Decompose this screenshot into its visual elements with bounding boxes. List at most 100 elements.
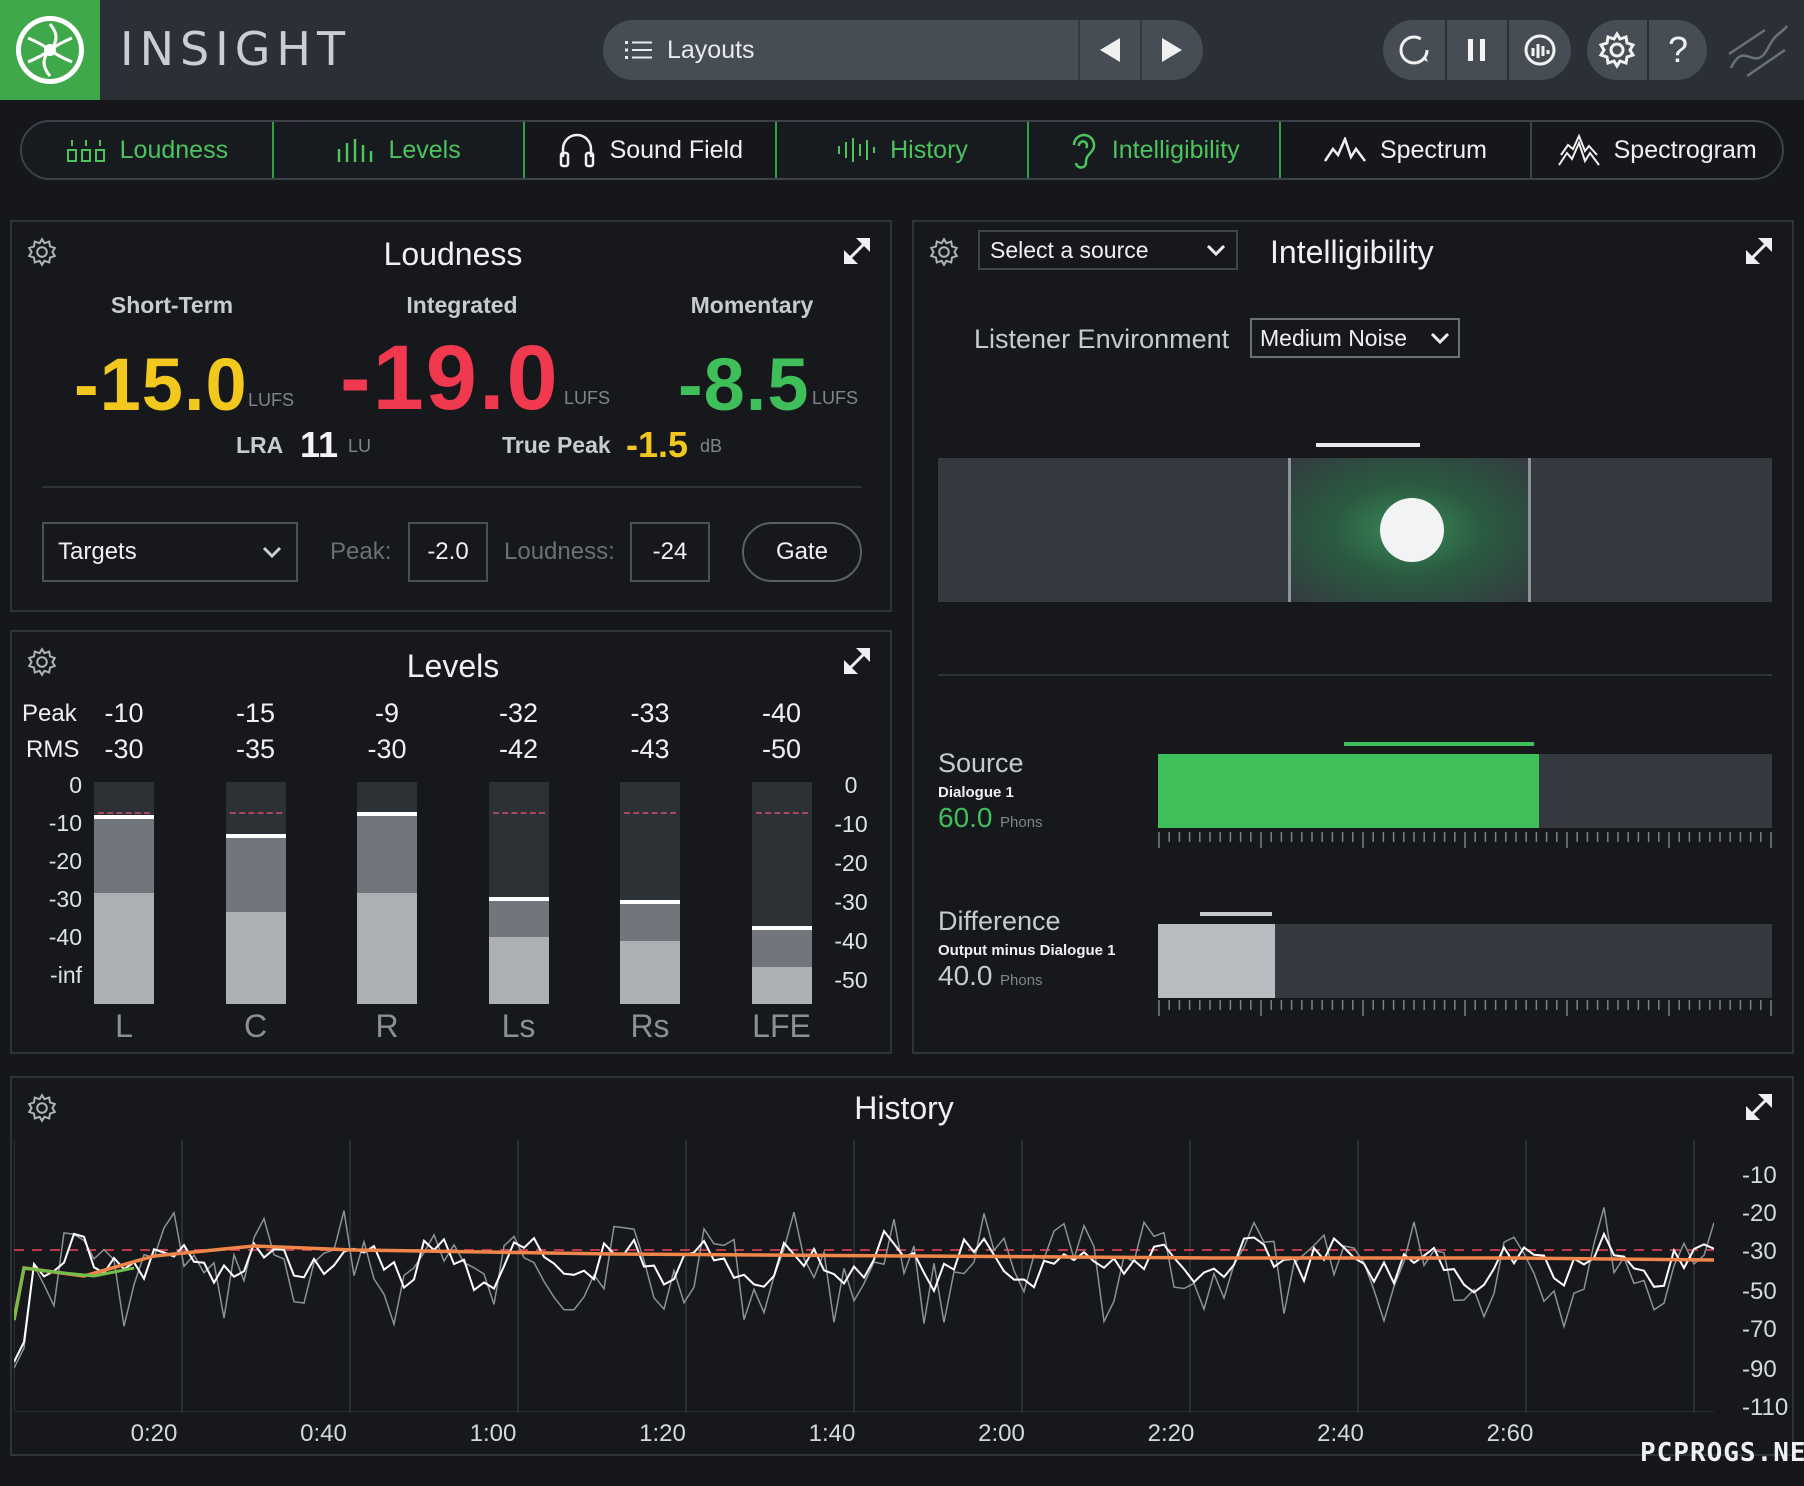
- list-icon: [625, 39, 653, 61]
- rms-level-fill: [752, 967, 812, 1004]
- panel-settings-icon[interactable]: [928, 236, 960, 268]
- expand-icon[interactable]: [842, 236, 872, 266]
- history-x-axis: 0:20 0:40 1:00 1:20 1:40 2:00 2:20 2:40 2:60: [14, 1420, 1714, 1450]
- scale-tick-label: -20: [32, 848, 82, 875]
- panel-title: History: [12, 1090, 1796, 1127]
- loudness-target-input[interactable]: [630, 522, 710, 582]
- peak-hold-marker: [357, 812, 417, 816]
- channel-peak-value: -10: [84, 698, 164, 729]
- y-tick-label: -90: [1742, 1356, 1777, 1384]
- gate-button[interactable]: Gate: [742, 522, 862, 582]
- levels-panel: Levels Peak RMS -10 -30 L -15 -35 C -9 -30 R -32-…: [10, 630, 892, 1054]
- listener-environment-label: Listener Environment: [974, 324, 1229, 355]
- intelligibility-meter: [938, 458, 1772, 602]
- peak-target-input[interactable]: [408, 522, 488, 582]
- tab-label: Spectrogram: [1614, 136, 1757, 165]
- loudness-panel: Loudness Short-Term Integrated Momentary…: [10, 220, 892, 612]
- integrated-unit: LUFS: [564, 388, 610, 409]
- app-logo: [0, 0, 100, 100]
- lra-value: 11: [300, 424, 338, 466]
- channel-rms-value: -50: [742, 734, 822, 765]
- short-term-value: -15.0: [74, 342, 248, 427]
- scale-tick-label: -10: [826, 811, 876, 838]
- target-line: [230, 812, 282, 814]
- spectrogram-icon: [1558, 133, 1600, 167]
- expand-icon[interactable]: [1744, 1092, 1774, 1122]
- target-line: [493, 812, 545, 814]
- x-tick-label: 2:40: [1311, 1420, 1371, 1448]
- tab-intelligibility[interactable]: Intelligibility: [1027, 120, 1281, 180]
- tab-sound-field[interactable]: Sound Field: [525, 122, 777, 178]
- zone-right-boundary: [1528, 458, 1531, 602]
- source-scale: [1158, 832, 1772, 850]
- layouts-bar: Layouts: [603, 20, 1203, 80]
- scale-tick-label: -40: [32, 924, 82, 951]
- history-icon: [836, 136, 876, 164]
- help-button[interactable]: ?: [1649, 20, 1707, 80]
- target-line: [624, 812, 676, 814]
- intelligibility-panel: Select a source Intelligibility Listener…: [912, 220, 1794, 1054]
- short-term-label: Short-Term: [72, 292, 272, 319]
- tab-history[interactable]: History: [775, 120, 1029, 180]
- lra-label: LRA: [236, 432, 283, 459]
- source-sublabel: Dialogue 1: [938, 784, 1014, 801]
- channel-name: R: [347, 1008, 427, 1045]
- source-dropdown[interactable]: Select a source: [978, 230, 1238, 270]
- scale-tick-label: -20: [826, 850, 876, 877]
- settings-button[interactable]: [1587, 20, 1647, 80]
- headphones-icon: [558, 131, 596, 169]
- targets-dropdown[interactable]: Targets: [42, 522, 298, 582]
- reset-button[interactable]: [1383, 20, 1445, 80]
- channel-name: Ls: [479, 1008, 559, 1045]
- difference-value: 40.0: [938, 960, 993, 992]
- listener-environment-value: Medium Noise: [1260, 325, 1407, 352]
- tab-spectrogram[interactable]: Spectrogram: [1532, 122, 1782, 178]
- expand-icon[interactable]: [1744, 236, 1774, 266]
- peak-hold-marker: [489, 897, 549, 901]
- previous-layout-button[interactable]: [1078, 20, 1140, 80]
- integrated-label: Integrated: [352, 292, 572, 319]
- tab-label: Sound Field: [610, 136, 743, 165]
- true-peak-label: True Peak: [502, 432, 611, 459]
- peak-hold-marker: [94, 815, 154, 819]
- source-value: 60.0: [938, 802, 993, 834]
- levels-icon: [336, 137, 374, 163]
- history-y-axis: -10 -20 -30 -50 -70 -90 -110: [1712, 1140, 1792, 1412]
- panel-title: Loudness: [12, 236, 894, 273]
- source-dropdown-value: Select a source: [990, 237, 1149, 264]
- source-bar-fill: [1158, 754, 1539, 828]
- difference-scale: [1158, 1000, 1772, 1018]
- source-unit: Phons: [1000, 814, 1043, 831]
- momentary-value: -8.5: [678, 342, 810, 427]
- channel-name: LFE: [742, 1008, 822, 1045]
- peak-hold-marker: [620, 900, 680, 904]
- source-label: Source: [938, 748, 1024, 779]
- channel-meter: [226, 782, 286, 1004]
- scale-tick-label: -10: [32, 810, 82, 837]
- listener-environment-dropdown[interactable]: Medium Noise: [1250, 318, 1460, 358]
- true-peak-value: -1.5: [626, 424, 688, 466]
- integrated-value: -19.0: [340, 326, 560, 431]
- pause-button[interactable]: [1447, 20, 1507, 80]
- tab-loudness[interactable]: Loudness: [20, 120, 274, 180]
- source-target-marker: [1344, 742, 1534, 746]
- difference-bar: [1158, 924, 1772, 998]
- scale-tick-label: -40: [826, 928, 876, 955]
- scale-tick-label: 0: [826, 772, 876, 799]
- watermark: PCPROGS.NET: [1640, 1438, 1804, 1468]
- difference-sublabel: Output minus Dialogue 1: [938, 942, 1116, 959]
- difference-target-marker: [1200, 912, 1272, 916]
- scale-tick-label: -inf: [32, 962, 82, 989]
- momentary-trace: [14, 1208, 1714, 1369]
- tab-spectrum[interactable]: Spectrum: [1281, 122, 1533, 178]
- layouts-button[interactable]: Layouts: [603, 20, 1078, 80]
- spectrum-icon: [1324, 137, 1366, 163]
- app-title: INSIGHT: [120, 22, 351, 76]
- next-layout-button[interactable]: [1140, 20, 1202, 80]
- insight-logo-icon: [0, 0, 100, 100]
- capture-button[interactable]: [1509, 20, 1571, 80]
- gear-icon: [1597, 30, 1637, 70]
- tab-levels[interactable]: Levels: [272, 120, 526, 180]
- x-tick-label: 2:60: [1480, 1420, 1540, 1448]
- triangle-right-icon: [1160, 37, 1184, 63]
